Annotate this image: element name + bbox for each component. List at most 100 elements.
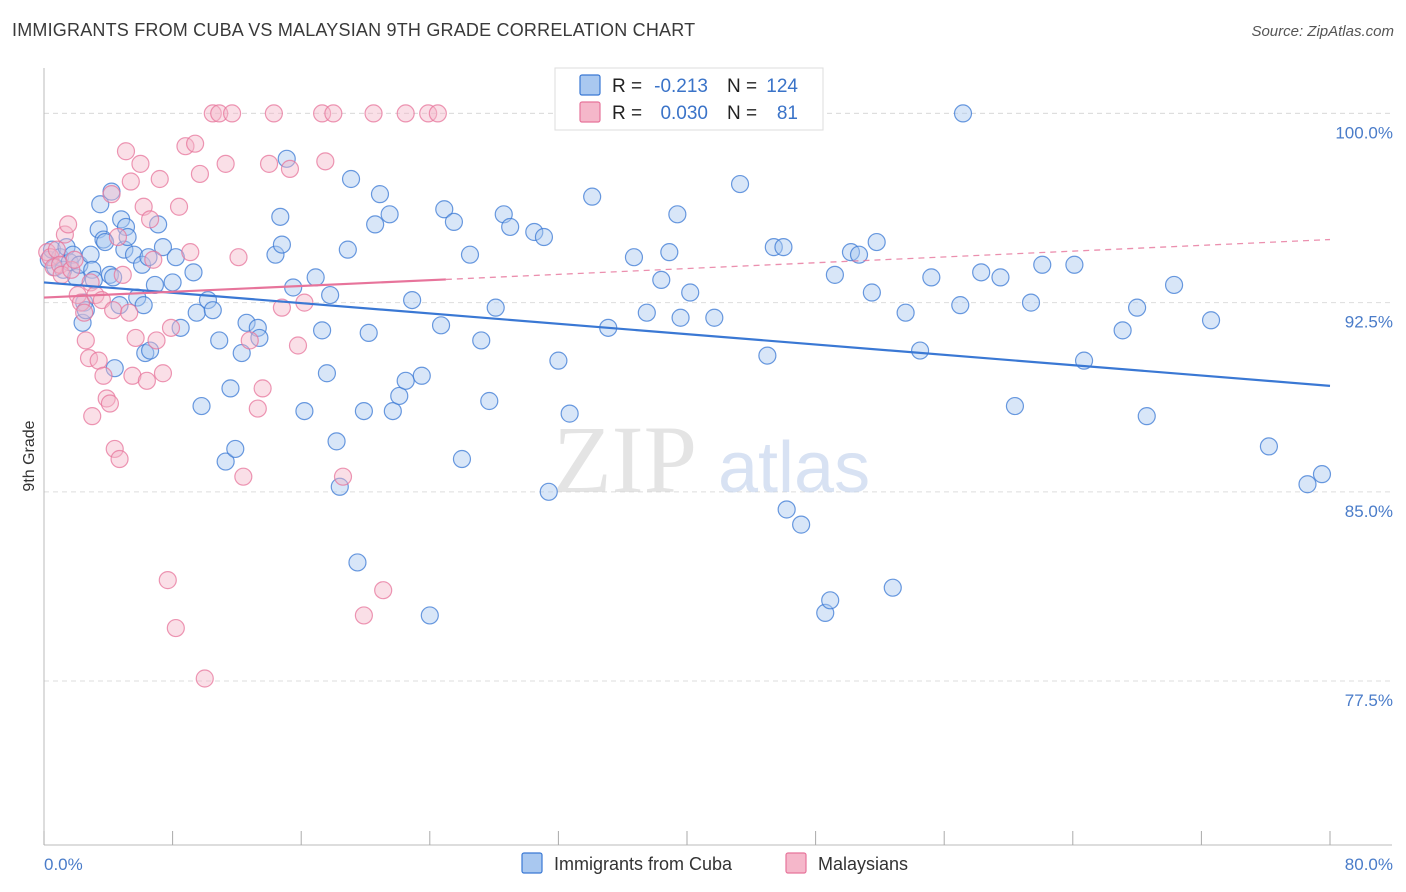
point-pink bbox=[288, 336, 308, 355]
point-blue bbox=[460, 245, 480, 264]
point-pink bbox=[97, 389, 116, 408]
point-pink bbox=[102, 185, 121, 204]
point-blue bbox=[210, 331, 229, 350]
point-pink bbox=[113, 265, 132, 284]
point-blue bbox=[237, 313, 256, 332]
point-blue bbox=[192, 396, 211, 416]
point-blue bbox=[403, 290, 422, 310]
point-blue bbox=[272, 235, 292, 254]
point-blue bbox=[380, 205, 399, 224]
point-pink bbox=[108, 227, 128, 247]
point-pink bbox=[253, 379, 272, 398]
point-blue bbox=[166, 248, 185, 267]
point-pink bbox=[55, 225, 74, 244]
point-blue bbox=[312, 321, 332, 340]
point-blue bbox=[412, 366, 431, 385]
point-blue bbox=[1065, 255, 1084, 274]
point-blue bbox=[100, 265, 120, 284]
point-blue bbox=[431, 316, 451, 335]
point-pink bbox=[131, 154, 150, 173]
point-pink bbox=[259, 154, 279, 173]
point-blue bbox=[354, 401, 373, 421]
point-blue bbox=[203, 301, 222, 320]
point-blue bbox=[134, 296, 153, 315]
point-pink bbox=[140, 210, 160, 229]
x-tick-label-min: 0.0% bbox=[44, 855, 83, 874]
point-pink bbox=[428, 104, 447, 123]
point-pink bbox=[354, 606, 373, 625]
point-blue bbox=[953, 104, 973, 123]
point-pink bbox=[264, 104, 283, 123]
point-pink bbox=[47, 240, 66, 259]
point-blue bbox=[758, 346, 777, 365]
trend-line-pink-dashed bbox=[445, 238, 1331, 281]
point-pink bbox=[280, 159, 300, 179]
point-blue bbox=[341, 169, 361, 189]
watermark-atlas: atlas bbox=[718, 428, 870, 508]
legend-swatch-blue bbox=[521, 852, 543, 874]
point-pink bbox=[137, 371, 156, 390]
point-pink bbox=[419, 104, 438, 123]
point-blue bbox=[1164, 275, 1184, 295]
point-blue bbox=[922, 268, 941, 287]
stats-r-label: R = bbox=[612, 76, 642, 97]
point-blue bbox=[306, 268, 325, 287]
point-blue bbox=[821, 591, 840, 610]
gridlines bbox=[44, 112, 1392, 682]
point-pink bbox=[166, 618, 185, 638]
stats-box: R = -0.213 N = 124 R = 0.030 N = 81 bbox=[554, 67, 824, 131]
point-blue bbox=[226, 439, 245, 459]
point-blue bbox=[184, 263, 203, 282]
trend-line-blue bbox=[43, 281, 1331, 387]
point-blue bbox=[652, 270, 671, 290]
point-pink bbox=[203, 104, 222, 123]
point-blue bbox=[681, 283, 700, 302]
point-pink bbox=[41, 248, 60, 267]
point-blue bbox=[862, 283, 881, 302]
point-blue bbox=[1033, 255, 1052, 274]
point-blue bbox=[140, 341, 160, 360]
point-blue bbox=[637, 303, 656, 322]
point-blue bbox=[452, 449, 472, 469]
point-blue bbox=[480, 391, 499, 411]
watermark-zip: ZIP bbox=[553, 406, 697, 513]
point-pink bbox=[75, 303, 94, 322]
point-blue bbox=[327, 432, 346, 451]
axes: 77.5% 85.0% 92.5% 100.0% 0.0% 80.0% bbox=[43, 68, 1393, 874]
point-pink bbox=[195, 669, 214, 688]
point-blue bbox=[668, 205, 687, 224]
point-pink bbox=[121, 172, 140, 191]
point-blue bbox=[266, 245, 285, 264]
point-blue bbox=[549, 351, 568, 370]
point-blue bbox=[221, 379, 240, 398]
point-pink bbox=[240, 331, 259, 350]
point-blue bbox=[366, 215, 385, 234]
point-pink bbox=[316, 152, 335, 171]
legend-label-blue: Immigrants from Cuba bbox=[554, 854, 733, 874]
point-pink bbox=[153, 364, 173, 383]
point-pink bbox=[100, 394, 120, 413]
point-blue bbox=[896, 303, 915, 322]
point-blue bbox=[583, 187, 602, 206]
stats-n-value: 124 bbox=[766, 76, 798, 97]
point-pink bbox=[216, 154, 235, 173]
point-blue bbox=[883, 578, 902, 597]
point-blue bbox=[624, 248, 644, 267]
point-blue bbox=[1259, 437, 1279, 456]
legend: Immigrants from Cuba Malaysians bbox=[521, 852, 908, 874]
point-blue bbox=[277, 149, 296, 168]
y-axis-label: 9th Grade bbox=[21, 420, 38, 491]
point-pink bbox=[59, 215, 78, 234]
watermark: ZIP atlas bbox=[553, 406, 870, 513]
point-blue bbox=[435, 200, 454, 219]
point-blue bbox=[91, 195, 110, 214]
point-pink bbox=[126, 328, 145, 348]
point-pink bbox=[222, 104, 242, 123]
point-blue bbox=[472, 331, 491, 350]
point-pink bbox=[210, 104, 229, 123]
point-blue bbox=[764, 238, 783, 257]
point-blue bbox=[317, 364, 337, 383]
point-blue bbox=[271, 207, 290, 226]
point-pink bbox=[374, 581, 393, 600]
point-pink bbox=[110, 449, 129, 469]
